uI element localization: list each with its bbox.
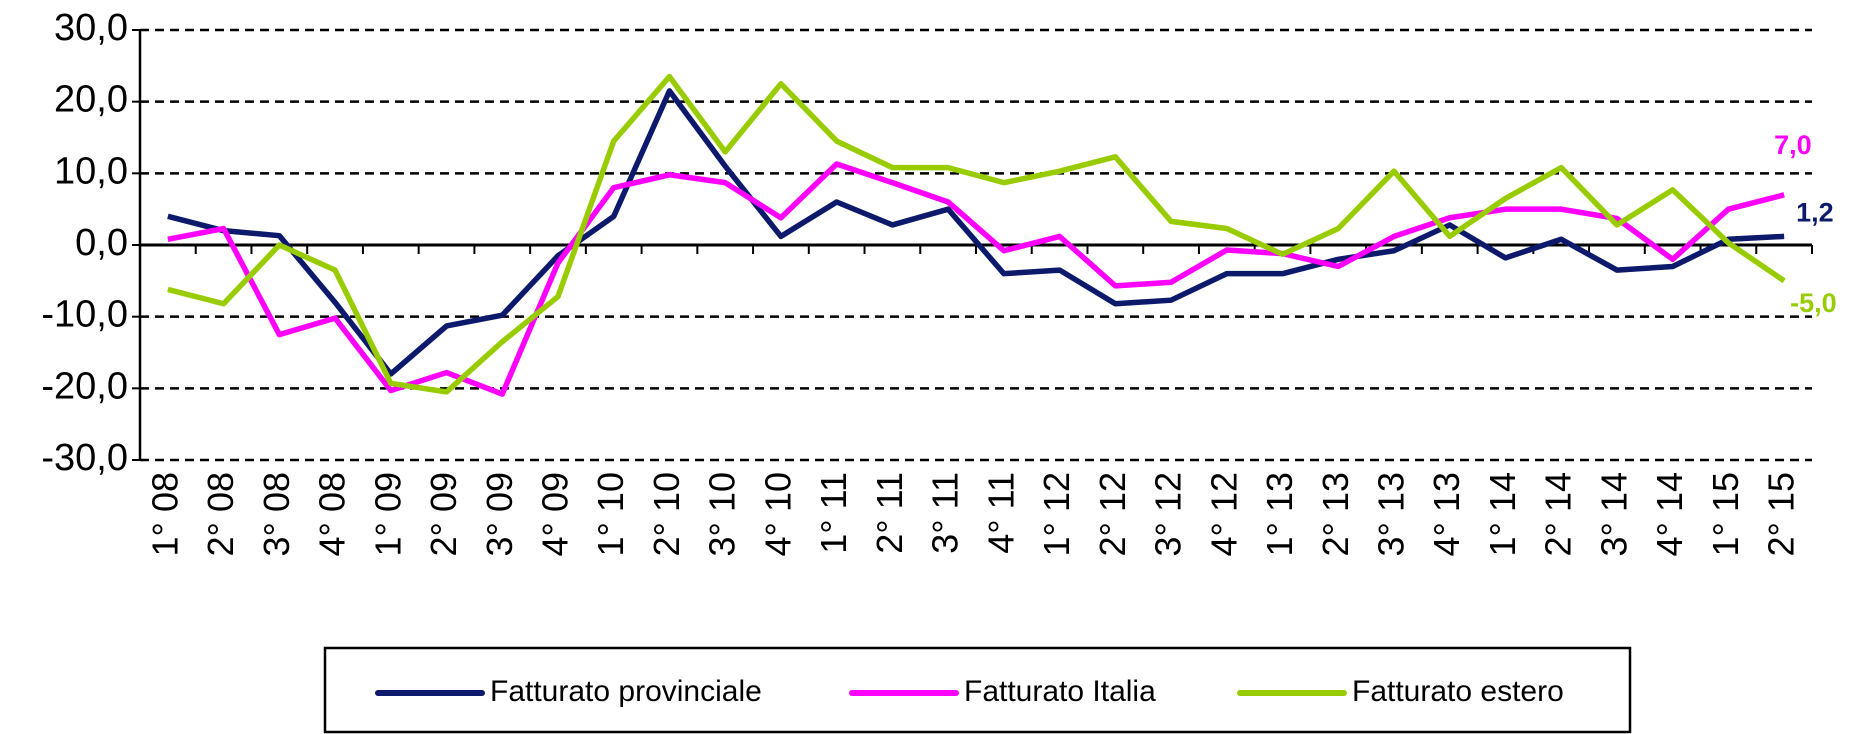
x-tick-label: 3° 08 [256,472,297,556]
x-tick-label: 2° 11 [869,472,910,554]
x-tick-label: 4° 14 [1649,472,1690,556]
value-label: 1,2 [1796,198,1834,228]
x-tick-label: 2° 08 [200,472,241,556]
x-tick-label: 1° 09 [367,472,408,556]
x-tick-label: 2° 10 [646,472,687,556]
x-tick-label: 1° 12 [1036,472,1077,556]
value-label: 7,0 [1774,130,1812,160]
x-tick-label: 2° 13 [1315,472,1356,556]
y-tick-label: 30,0 [54,7,128,49]
y-tick-label: -20,0 [41,365,128,407]
x-tick-label: 4° 09 [535,472,576,556]
series-line [167,161,1785,397]
x-tick-label: 4° 10 [757,472,798,556]
x-tick-label: 1° 11 [813,472,854,554]
x-tick-label: 3° 09 [479,472,520,556]
x-tick-label: 1° 15 [1705,472,1746,556]
x-tick-label: 3° 13 [1371,472,1412,556]
y-tick-label: 0,0 [75,222,128,264]
x-tick-label: 2° 14 [1538,472,1579,556]
x-tick-label: 3° 10 [702,472,743,556]
y-tick-label: 10,0 [54,150,128,192]
y-tick-label: -10,0 [41,294,128,336]
y-tick-label: -30,0 [41,437,128,479]
legend: Fatturato provinciale Fatturato Italia Fat… [323,646,1632,734]
legend-label: Fatturato Italia [964,675,1156,708]
series-line [167,73,1786,395]
x-tick-label: 3° 14 [1593,472,1634,556]
x-tick-label: 1° 14 [1482,472,1523,556]
value-label: -5,0 [1790,288,1837,318]
legend-label: Fatturato provinciale [490,675,762,708]
legend-label: Fatturato estero [1352,675,1564,708]
x-tick-label: 1° 13 [1259,472,1300,556]
x-tick-label: 4° 08 [312,472,353,556]
x-tick-label: 2° 15 [1761,472,1802,556]
x-tick-label: 4° 12 [1203,472,1244,556]
x-tick-label: 3° 11 [925,472,966,554]
series-line [167,88,1785,377]
x-tick-label: 2° 09 [423,472,464,556]
legend-box [323,646,1632,734]
x-tick-label: 4° 11 [980,472,1021,554]
x-tick-label: 3° 12 [1148,472,1189,556]
x-tick-label: 2° 12 [1092,472,1133,556]
y-tick-label: 20,0 [54,79,128,121]
x-tick-label: 1° 10 [590,472,631,556]
x-tick-label: 1° 08 [144,472,185,556]
x-tick-label: 4° 13 [1426,472,1467,556]
